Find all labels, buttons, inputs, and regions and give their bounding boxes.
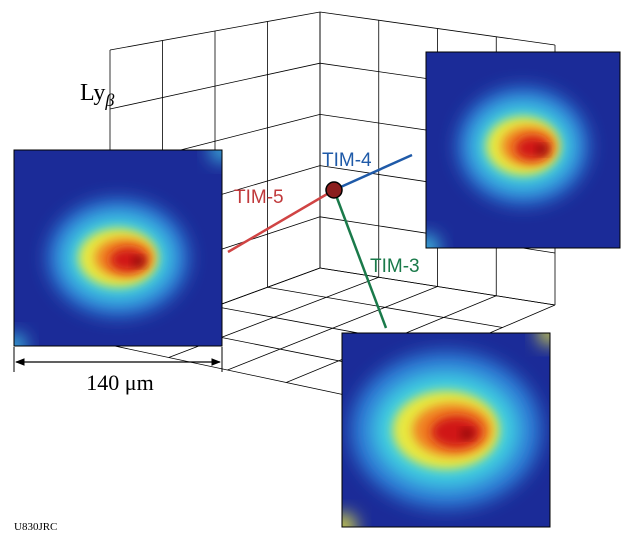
image-panel (13, 149, 223, 347)
grid-line (109, 344, 346, 396)
grid-line (319, 267, 556, 306)
intensity-blob (461, 430, 472, 438)
image-content (14, 150, 222, 346)
axis-label-sub: β (104, 90, 114, 110)
image-content (342, 333, 550, 527)
grid-line (319, 11, 556, 46)
image-panel (341, 332, 551, 528)
view-label: TIM-4 (322, 150, 372, 171)
target (325, 181, 343, 199)
intensity-blob (426, 234, 440, 248)
view-label: TIM-3 (370, 256, 420, 277)
intensity-blob (133, 257, 144, 266)
view-line-tim5 (227, 188, 335, 254)
intensity-blob (431, 416, 482, 448)
intensity-blob (515, 136, 551, 160)
image-border (425, 51, 621, 249)
intensity-blob (537, 146, 548, 154)
view-label: TIM-5 (234, 187, 284, 208)
view-line-tim3 (332, 189, 388, 329)
image-content (426, 52, 620, 248)
grid-line (267, 286, 503, 328)
figure-id: U830JRC (14, 521, 57, 533)
intensity-blob (537, 333, 550, 345)
intensity-blob (109, 248, 148, 272)
scale-label: 140 μm (86, 370, 153, 395)
axis-label: Lyβ (80, 80, 114, 110)
grid-line (109, 11, 321, 51)
intensity-blob (342, 513, 357, 527)
image-border (13, 149, 223, 347)
image-border (341, 332, 551, 528)
intensity-blob (209, 150, 222, 162)
intensity-blob (14, 334, 27, 346)
grid-line (109, 62, 321, 110)
view-line-tim4 (333, 153, 413, 192)
axis-label-main: Ly (80, 80, 105, 106)
image-panel (425, 51, 621, 249)
